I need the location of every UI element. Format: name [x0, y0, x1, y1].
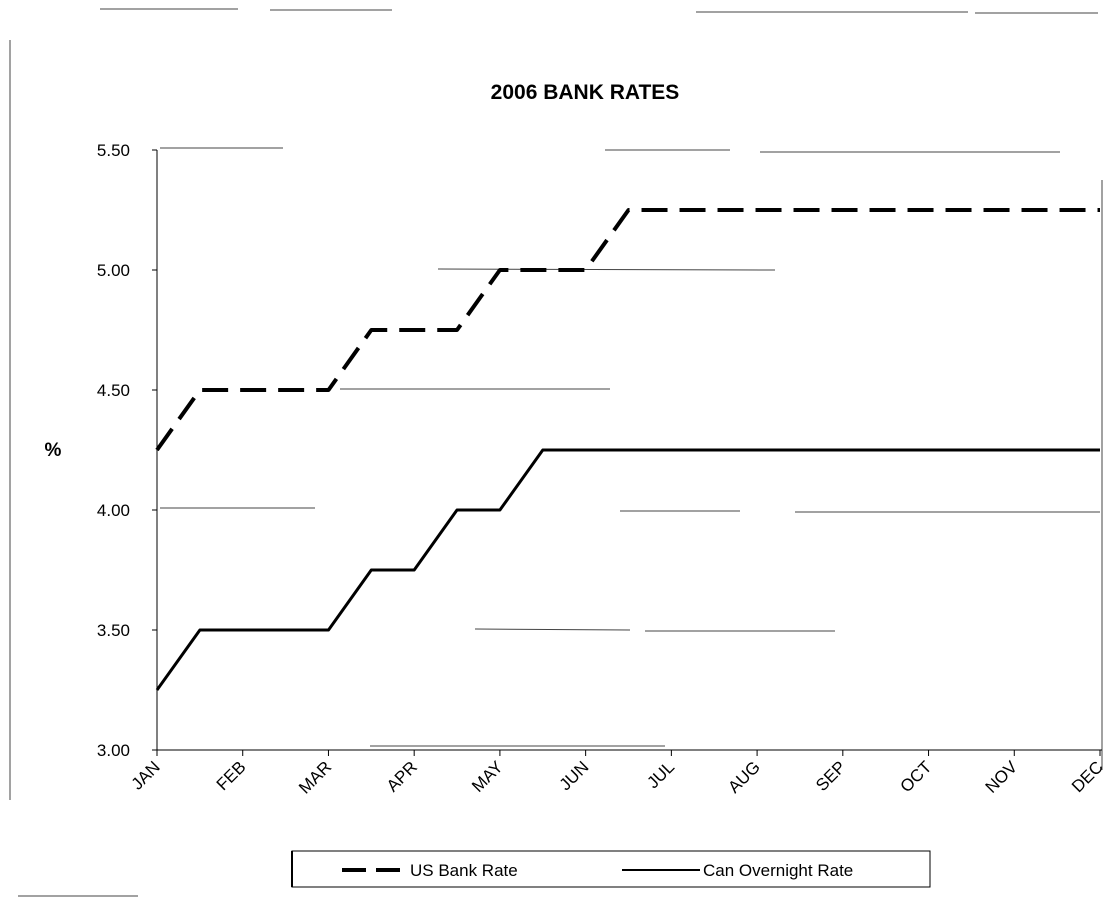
y-tick-label: 5.00 — [97, 261, 130, 280]
y-tick-label: 5.50 — [97, 141, 130, 160]
series-line-can-overnight-rate — [155, 448, 1100, 691]
y-tick-label: 3.00 — [97, 741, 130, 760]
y-tick-label: 4.50 — [97, 381, 130, 400]
chart-title: 2006 BANK RATES — [491, 81, 680, 104]
artifact-line — [474, 628, 631, 631]
y-tick-label: 3.50 — [97, 621, 130, 640]
y-ticks: 3.00 3.50 4.00 4.50 5.00 5.50 — [97, 141, 157, 760]
series-line-us-bank-rate — [155, 208, 1100, 452]
legend-us-bank-rate-label: US Bank Rate — [410, 861, 518, 880]
y-tick-label: 4.00 — [97, 501, 130, 520]
series-lines — [155, 208, 1100, 691]
y-axis-label: % — [45, 440, 62, 461]
legend-can-overnight-rate-label: Can Overnight Rate — [703, 861, 853, 880]
scan-artifacts — [9, 8, 1103, 897]
legend: US Bank Rate Can Overnight Rate — [291, 850, 931, 888]
artifact-line — [437, 268, 776, 271]
